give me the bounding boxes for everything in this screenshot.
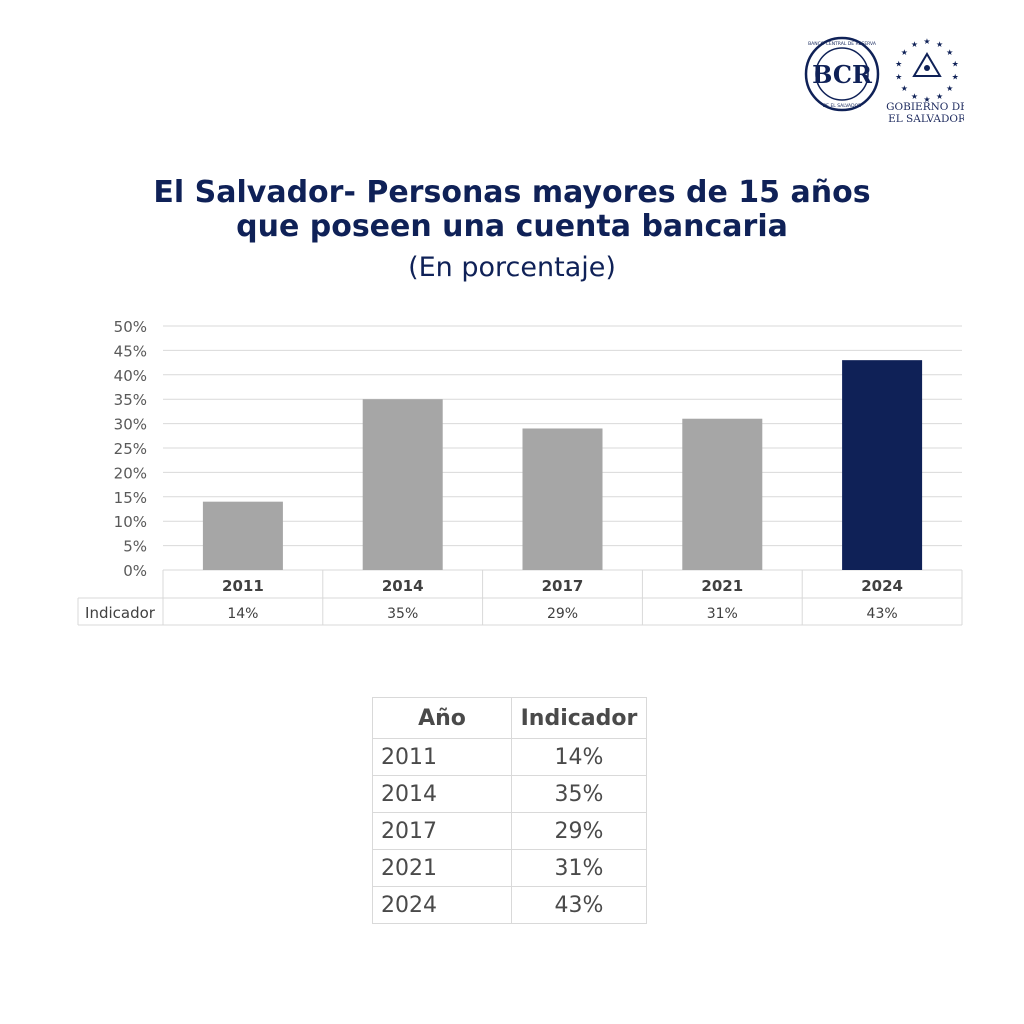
table-row: 2017 29% (372, 812, 647, 850)
table-row: 2014 35% (372, 775, 647, 813)
table-row: 2024 43% (372, 886, 647, 924)
table-cell-year: 2014 (372, 775, 512, 813)
bcr-ring-bottom: DE EL SALVADOR (823, 103, 862, 109)
government-name-line1: GOBIERNO DE (886, 101, 964, 113)
y-tick-label: 5% (123, 538, 147, 556)
bcr-monogram: BCR (812, 60, 873, 89)
x-tick-label: 2021 (701, 577, 743, 595)
x-tick-label: 2024 (861, 577, 903, 595)
star-icon: ★ (923, 37, 930, 46)
table-header-indicator: Indicador (511, 697, 647, 739)
table-cell-year: 2017 (372, 812, 512, 850)
y-tick-label: 25% (114, 440, 147, 458)
y-tick-label: 30% (114, 416, 147, 434)
x-tick-label: 2011 (222, 577, 264, 595)
star-icon: ★ (911, 92, 918, 101)
table-cell-value: 43% (511, 886, 647, 924)
chart-title: El Salvador- Personas mayores de 15 años… (0, 176, 1024, 244)
table-row: 2021 31% (372, 849, 647, 887)
table-cell-value: 14% (511, 738, 647, 776)
x-tick-label: 2014 (382, 577, 424, 595)
y-tick-label: 35% (114, 391, 147, 409)
star-icon: ★ (901, 48, 908, 57)
data-label: 35% (387, 606, 418, 622)
star-icon: ★ (923, 95, 930, 104)
x-tick-label: 2017 (542, 577, 584, 595)
star-icon: ★ (946, 84, 953, 93)
data-table: Año Indicador 2011 14% 2014 35% 2017 29%… (372, 697, 647, 924)
star-icon: ★ (936, 40, 943, 49)
star-icon: ★ (911, 40, 918, 49)
data-label: 31% (707, 606, 738, 622)
chart-subtitle: (En porcentaje) (408, 252, 616, 283)
y-tick-label: 40% (114, 367, 147, 385)
bcr-seal-icon: BCR BANCO CENTRAL DE RESERVA DE EL SALVA… (804, 36, 880, 112)
star-icon: ★ (952, 72, 959, 81)
y-tick-label: 50% (114, 318, 147, 336)
table-header-row: Año Indicador (372, 697, 647, 739)
table-cell-value: 29% (511, 812, 647, 850)
y-tick-label: 45% (114, 342, 147, 360)
bar (202, 501, 283, 570)
star-icon: ★ (895, 72, 902, 81)
bar (682, 418, 763, 570)
y-tick-label: 10% (114, 513, 147, 531)
government-emblem-icon: ★ ★★★★★★★★★★★★★ (895, 37, 959, 104)
star-icon: ★ (952, 60, 959, 69)
chart-title-line2: que poseen una cuenta bancaria (236, 209, 788, 244)
table-cell-year: 2024 (372, 886, 512, 924)
bar (522, 428, 603, 570)
series-legend-label: Indicador (85, 604, 156, 622)
star-icon: ★ (895, 60, 902, 69)
table-row: 2011 14% (372, 738, 647, 776)
bar-chart: 0% 5% 10% 15% 20% 25% 30% 35% 40% 45% 50% Indicador… (77, 318, 963, 626)
bcr-ring-text: BANCO CENTRAL DE RESERVA (808, 41, 877, 47)
data-label: 43% (867, 606, 898, 622)
star-icon: ★ (936, 92, 943, 101)
star-icon: ★ (901, 84, 908, 93)
star-icon: ★ (946, 48, 953, 57)
y-tick-label: 15% (114, 489, 147, 507)
data-label: 29% (547, 606, 578, 622)
y-tick-label: 0% (123, 562, 147, 580)
data-label: 14% (227, 606, 258, 622)
table-cell-value: 31% (511, 849, 647, 887)
chart-title-line1: El Salvador- Personas mayores de 15 años (153, 175, 871, 210)
table-cell-year: 2011 (372, 738, 512, 776)
government-name-line2: EL SALVADOR (888, 113, 964, 125)
table-cell-year: 2021 (372, 849, 512, 887)
logos: BCR BANCO CENTRAL DE RESERVA DE EL SALVA… (804, 32, 964, 128)
table-header-year: Año (372, 697, 512, 739)
table-cell-value: 35% (511, 775, 647, 813)
y-tick-label: 20% (114, 464, 147, 482)
bar (842, 360, 923, 570)
bar (362, 399, 443, 570)
